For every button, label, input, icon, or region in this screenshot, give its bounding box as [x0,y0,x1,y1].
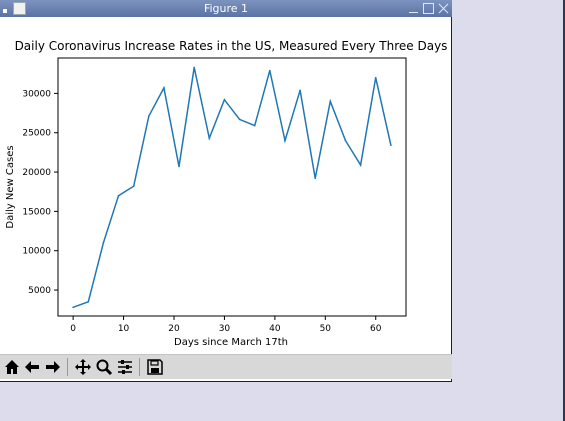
navigation-toolbar [0,354,452,379]
data-point [223,98,226,101]
x-tick-label: 50 [320,324,332,334]
back-arrow-icon[interactable] [23,358,41,376]
configure-subplots-icon[interactable] [116,358,134,376]
x-tick-label: 20 [168,324,180,334]
chart-title: Daily Coronavirus Increase Rates in the … [15,39,448,53]
data-point [163,87,165,89]
data-point [193,66,195,69]
data-point [178,165,180,168]
chart-canvas[interactable]: Daily Coronavirus Increase Rates in the … [0,17,452,354]
save-floppy-icon[interactable] [146,358,164,376]
y-tick-label: 5000 [28,286,51,296]
x-tick-label: 30 [219,324,231,334]
data-point [344,139,347,142]
x-axis-label: Days since March 17th [174,337,288,348]
toolbar-separator [139,358,140,376]
toolbar-separator [67,358,68,376]
data-point [147,115,150,118]
y-axis-label: Daily New Cases [5,145,16,228]
series-line [72,67,392,309]
zoom-magnifier-icon[interactable] [95,358,113,376]
plot-area [57,57,407,317]
y-tick-label: 15000 [22,207,51,217]
x-tick-label: 0 [70,324,76,334]
x-tick-label: 10 [118,324,130,334]
desktop-edge [563,0,565,421]
data-point [132,185,135,188]
x-tick-label: 40 [269,324,281,334]
data-point [269,69,271,72]
data-point [314,177,317,180]
forward-arrow-icon[interactable] [44,358,62,376]
data-point [238,118,241,121]
data-point [359,164,362,166]
app-icon [13,2,26,15]
data-point [390,144,392,147]
maximize-icon[interactable] [422,2,435,15]
data-point [329,100,332,103]
y-tick-label: 10000 [22,247,51,257]
data-point [102,242,105,244]
home-icon[interactable] [3,358,21,376]
data-point [117,194,120,197]
y-tick-label: 20000 [22,168,51,178]
window-menu-icon[interactable] [3,9,7,13]
minimize-icon[interactable] [407,2,420,15]
window-title: Figure 1 [203,2,249,15]
data-point [299,89,301,92]
data-point [374,76,377,79]
data-point [208,137,211,140]
pan-move-icon[interactable] [74,358,92,376]
x-tick-label: 60 [370,324,382,334]
close-icon[interactable] [437,2,450,15]
data-point [284,139,286,142]
y-tick-label: 30000 [22,89,51,99]
title-bar[interactable]: Figure 1 [0,0,452,17]
figure-window: Figure 1 Daily Coronavirus Increase Rate… [0,0,452,382]
data-point [253,124,256,127]
y-tick-label: 25000 [22,129,51,139]
data-point [87,301,90,303]
data-point [72,306,74,309]
